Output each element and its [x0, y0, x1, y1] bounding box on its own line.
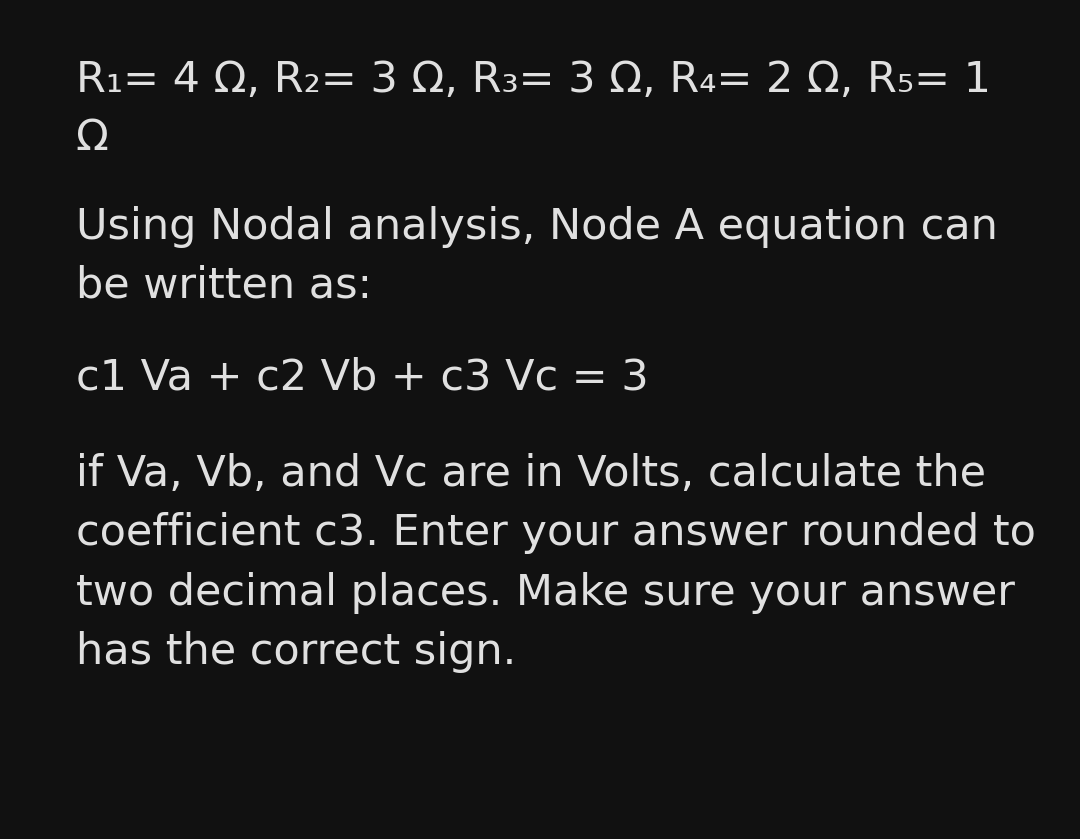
- Text: Using Nodal analysis, Node A equation can: Using Nodal analysis, Node A equation ca…: [76, 206, 998, 248]
- Text: two decimal places. Make sure your answer: two decimal places. Make sure your answe…: [76, 572, 1014, 614]
- Text: has the correct sign.: has the correct sign.: [76, 631, 516, 673]
- Text: c1 Va + c2 Vb + c3 Vc = 3: c1 Va + c2 Vb + c3 Vc = 3: [76, 357, 648, 399]
- Text: if Va, Vb, and Vc are in Volts, calculate the: if Va, Vb, and Vc are in Volts, calculat…: [76, 453, 986, 495]
- Text: R₁= 4 Ω, R₂= 3 Ω, R₃= 3 Ω, R₄= 2 Ω, R₅= 1: R₁= 4 Ω, R₂= 3 Ω, R₃= 3 Ω, R₄= 2 Ω, R₅= …: [76, 59, 990, 101]
- Text: Ω: Ω: [76, 117, 108, 159]
- Text: coefficient c3. Enter your answer rounded to: coefficient c3. Enter your answer rounde…: [76, 512, 1036, 554]
- Text: be written as:: be written as:: [76, 264, 372, 306]
